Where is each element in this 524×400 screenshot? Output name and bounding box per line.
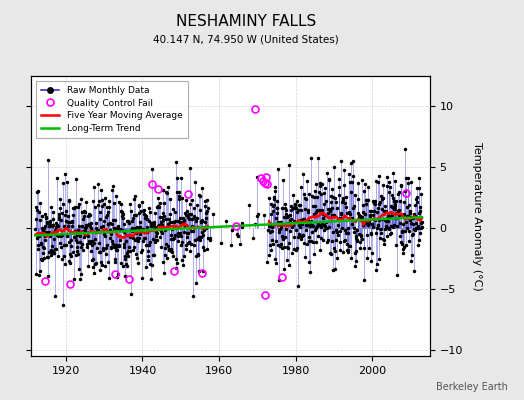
Legend: Raw Monthly Data, Quality Control Fail, Five Year Moving Average, Long-Term Tren: Raw Monthly Data, Quality Control Fail, … — [36, 80, 188, 138]
Text: Berkeley Earth: Berkeley Earth — [436, 382, 508, 392]
Text: NESHAMINY FALLS: NESHAMINY FALLS — [176, 14, 316, 29]
Y-axis label: Temperature Anomaly (°C): Temperature Anomaly (°C) — [472, 142, 482, 290]
Text: 40.147 N, 74.950 W (United States): 40.147 N, 74.950 W (United States) — [154, 34, 339, 44]
